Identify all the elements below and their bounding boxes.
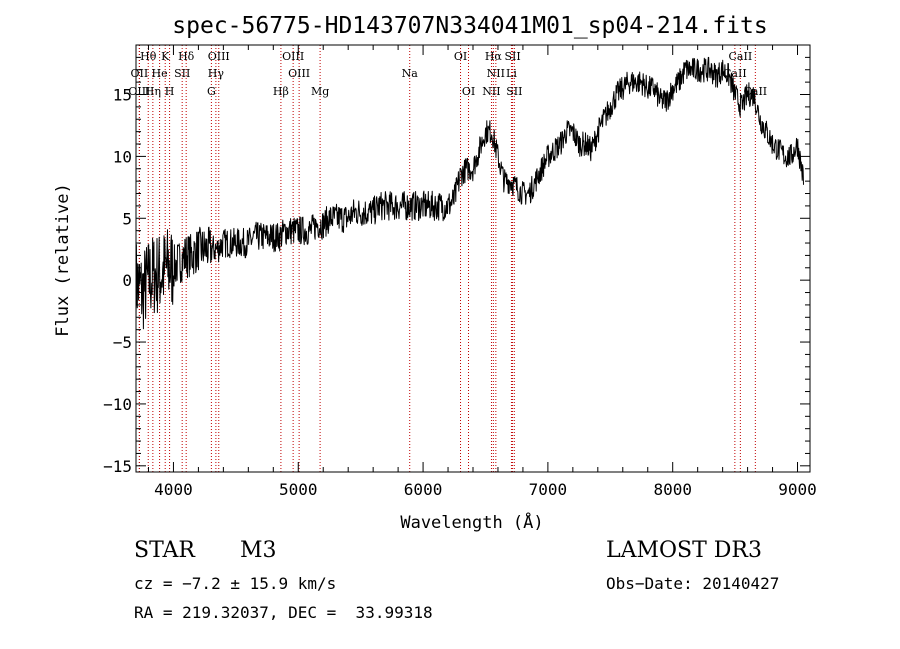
x-tick-label: 8000	[653, 480, 692, 499]
x-tick-label: 5000	[279, 480, 318, 499]
x-tick-label: 7000	[529, 480, 568, 499]
axis-ticks: 4000 5000 6000 7000 8000 9000 −15 −10 −5 0 5 10 15	[103, 45, 817, 499]
y-axis-label: Flux (relative)	[53, 183, 73, 337]
line-marker-label: Na	[402, 67, 419, 80]
y-tick-label: −10	[103, 395, 132, 414]
line-marker-label: Mg	[311, 85, 329, 98]
line-markers	[138, 45, 756, 472]
line-marker-label: SII	[174, 67, 190, 80]
coordinates: RA = 219.32037, DEC = 33.99318	[134, 603, 433, 622]
redshift-cz: cz = −7.2 ± 15.9 km/s	[134, 574, 337, 593]
line-marker-label: OIII	[288, 67, 310, 80]
y-tick-label: −15	[103, 457, 132, 476]
line-marker-label: He	[152, 67, 168, 80]
line-marker-label: NII	[482, 85, 500, 98]
line-marker-label: OII	[131, 67, 149, 80]
observation-date: Obs−Date: 20140427	[606, 574, 780, 593]
object-subclass: M3	[240, 538, 277, 563]
line-marker-label: G	[207, 85, 216, 98]
line-marker-label: Li	[506, 67, 517, 80]
y-tick-label: 10	[113, 147, 132, 166]
line-marker-label: Hδ	[178, 50, 195, 63]
line-marker-label: H	[165, 85, 175, 98]
survey-name: LAMOST DR3	[606, 538, 762, 563]
line-marker-label: OI	[462, 85, 475, 98]
y-tick-label: −5	[113, 333, 132, 352]
line-marker-label: SII	[504, 50, 520, 63]
line-marker-label: K	[161, 50, 170, 63]
chart-title: spec-56775-HD143707N334041M01_sp04-214.f…	[172, 13, 767, 39]
line-marker-label: Hγ	[208, 67, 225, 80]
y-tick-label: 15	[113, 86, 132, 105]
line-marker-label: Hη	[145, 85, 161, 98]
line-marker-label: Hα	[485, 50, 503, 63]
line-marker-label: SII	[506, 85, 522, 98]
line-marker-label: OIII	[208, 50, 230, 63]
y-tick-label: 5	[122, 209, 132, 228]
x-axis-label: Wavelength (Å)	[400, 511, 543, 533]
spectrum-series-line	[135, 56, 804, 330]
object-class: STAR	[134, 538, 195, 563]
x-tick-label: 4000	[154, 480, 193, 499]
line-marker-label: Hθ	[140, 50, 157, 63]
line-marker-label: NII	[487, 67, 505, 80]
plot-frame	[135, 44, 811, 473]
x-tick-label: 6000	[404, 480, 443, 499]
line-marker-label: Hβ	[273, 85, 289, 98]
line-marker-label: OIII	[282, 50, 304, 63]
line-marker-label: OI	[454, 50, 467, 63]
y-tick-label: 0	[122, 271, 132, 290]
line-marker-label: CaII	[729, 50, 753, 63]
x-tick-label: 9000	[778, 480, 817, 499]
